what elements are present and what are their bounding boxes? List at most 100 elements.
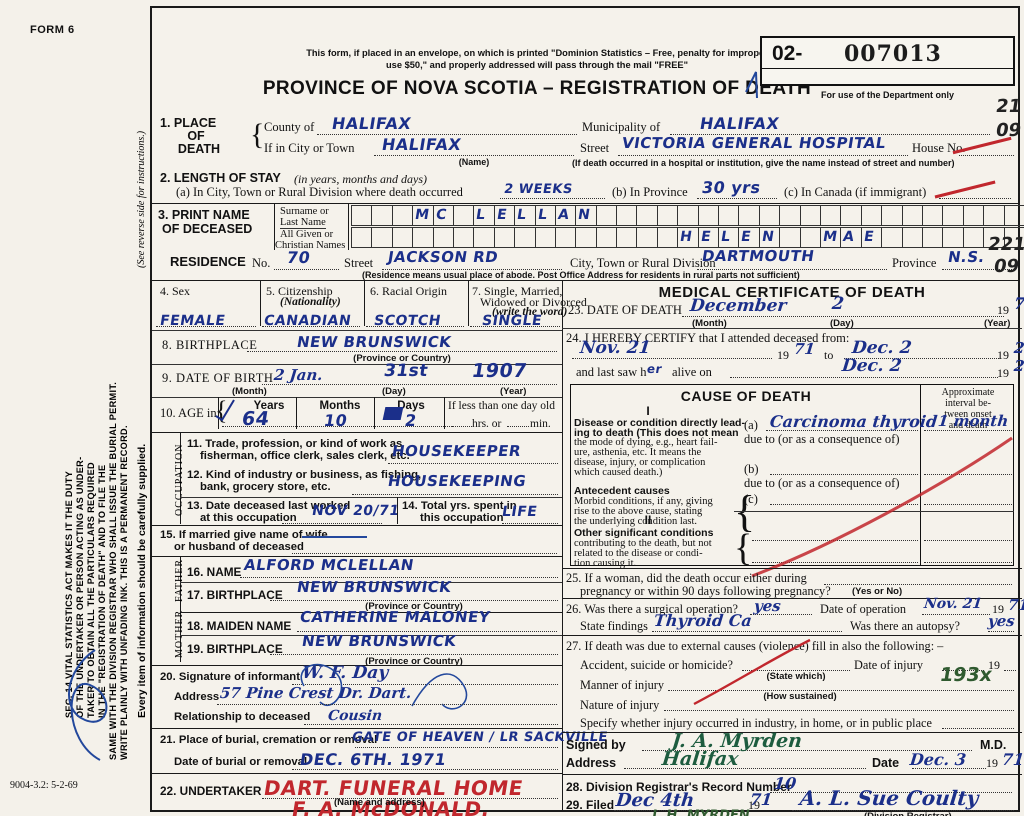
name-grid-cell[interactable] [758,205,780,226]
cause-other-line-2: related to the disease or condi- [574,548,703,559]
name-grid-cell[interactable]: H [677,227,698,248]
name-grid-cell[interactable] [738,205,759,226]
interval-header-line-3: tween onset [944,409,992,420]
field-27-manner-rule [668,690,1014,691]
field-9-month-value: 2 Jan. [273,366,324,384]
name-grid-cell[interactable] [983,227,1004,248]
name-grid-cell[interactable] [351,227,372,248]
name-grid-cell[interactable] [636,205,657,226]
field-29-label: 29. Filed [566,798,615,812]
name-grid-cell[interactable] [595,205,617,226]
name-grid-cell[interactable] [921,205,943,226]
name-grid-cell[interactable]: N [758,227,780,248]
name-grid-cell[interactable] [881,205,902,226]
name-grid-cell[interactable] [697,205,719,226]
name-grid-cell[interactable] [452,227,474,248]
name-grid-cell[interactable]: L [514,205,535,226]
field-9-label: 9. DATE OF BIRTH [162,371,274,385]
street-rule [618,155,908,156]
name-grid-cell[interactable] [881,227,902,248]
name-grid-cell[interactable]: L [473,205,494,226]
name-grid-cell[interactable] [901,227,922,248]
name-grid-cell[interactable] [452,205,474,226]
stay-b-label: (b) In Province [612,185,688,199]
name-grid-cell[interactable] [616,227,637,248]
name-grid-cell[interactable] [514,227,535,248]
name-grid-cell[interactable] [412,227,433,248]
name-grid-cell[interactable] [595,227,617,248]
signed-by-rule [642,750,972,751]
name-grid-cell[interactable] [616,205,637,226]
name-grid-cell[interactable] [779,227,800,248]
name-grid-cell[interactable]: E [860,227,882,248]
field-18-label: 18. MAIDEN NAME [187,619,292,633]
name-grid-cell[interactable] [656,227,678,248]
name-grid-cell[interactable] [493,227,515,248]
name-grid-cell[interactable]: M [412,205,433,226]
name-grid-cell[interactable]: C [432,205,453,226]
name-grid-cell[interactable]: A [554,205,576,226]
name-grid-cell[interactable]: A [840,227,861,248]
residence-no-rule [274,269,339,270]
name-grid-cell[interactable] [962,227,984,248]
name-grid-cell[interactable] [656,205,678,226]
name-grid-cell[interactable] [860,205,882,226]
name-grid-cell[interactable] [942,205,963,226]
name-grid-cell[interactable] [718,205,739,226]
field-9-sub-day: (Day) [382,386,406,397]
name-grid-cell[interactable] [799,205,820,226]
name-grid-cell[interactable]: L [534,205,555,226]
surname-label-1: Surname or [280,206,329,217]
field-16-label: 16. NAME [187,565,242,579]
field-28-label: 28. Division Registrar's Record Number [566,780,792,794]
name-grid-cell[interactable] [432,227,453,248]
name-grid-cell[interactable] [901,205,922,226]
name-grid-cell[interactable] [391,205,413,226]
name-grid-cell[interactable]: L [718,227,739,248]
field-17-sublabel: (Province or Country) [365,601,463,612]
field-27-injury-year-prefix: 19 [988,658,1000,672]
signed-year-prefix: 19 [986,756,998,770]
name-grid-cell[interactable] [779,205,800,226]
name-grid-cell[interactable]: M [819,227,841,248]
name-grid-cell[interactable] [962,205,984,226]
name-grid-cell[interactable] [371,205,392,226]
name-grid-cell[interactable] [921,227,943,248]
name-grid-cell[interactable] [840,205,861,226]
name-grid-cell[interactable] [391,227,413,248]
name-grid-cell[interactable] [534,227,555,248]
stay-c-rule [939,198,1011,199]
field-4-5-divider [260,280,261,326]
cause-roman-2: II [644,513,652,527]
field-4-rule [156,326,256,327]
field-10-label: 10. AGE in [160,406,217,420]
field-9-rule [262,384,557,385]
divider-after-signature [562,774,1022,775]
name-grid-cell[interactable] [677,205,698,226]
name-grid-cell[interactable] [351,205,372,226]
name-grid-cell[interactable]: N [575,205,596,226]
name-grid-cell[interactable]: E [738,227,759,248]
name-grid-cell[interactable] [799,227,820,248]
field-17-rule [270,600,558,601]
name-grid-cell[interactable]: E [697,227,719,248]
name-grid-cell[interactable] [942,227,963,248]
field-11-rule [388,463,558,464]
field-5-sublabel: (Nationality) [280,296,341,308]
name-grid-cell[interactable] [554,227,576,248]
name-grid-cell[interactable] [1003,227,1024,248]
cause-part1-line-4: ure, asthenia, etc. It means the [574,447,702,458]
name-grid-cell[interactable] [1003,205,1024,226]
name-grid-cell[interactable] [473,227,494,248]
name-grid-cell[interactable] [983,205,1004,226]
name-grid-cell[interactable] [371,227,392,248]
name-grid-cell[interactable] [575,227,596,248]
field-15-dash-mark [302,536,367,538]
cause-a-marker: (a) [744,418,758,432]
name-grid-cell[interactable] [636,227,657,248]
name-grid-cell[interactable] [819,205,841,226]
name-grid-cell[interactable]: E [493,205,515,226]
field-18-rule [297,631,557,632]
